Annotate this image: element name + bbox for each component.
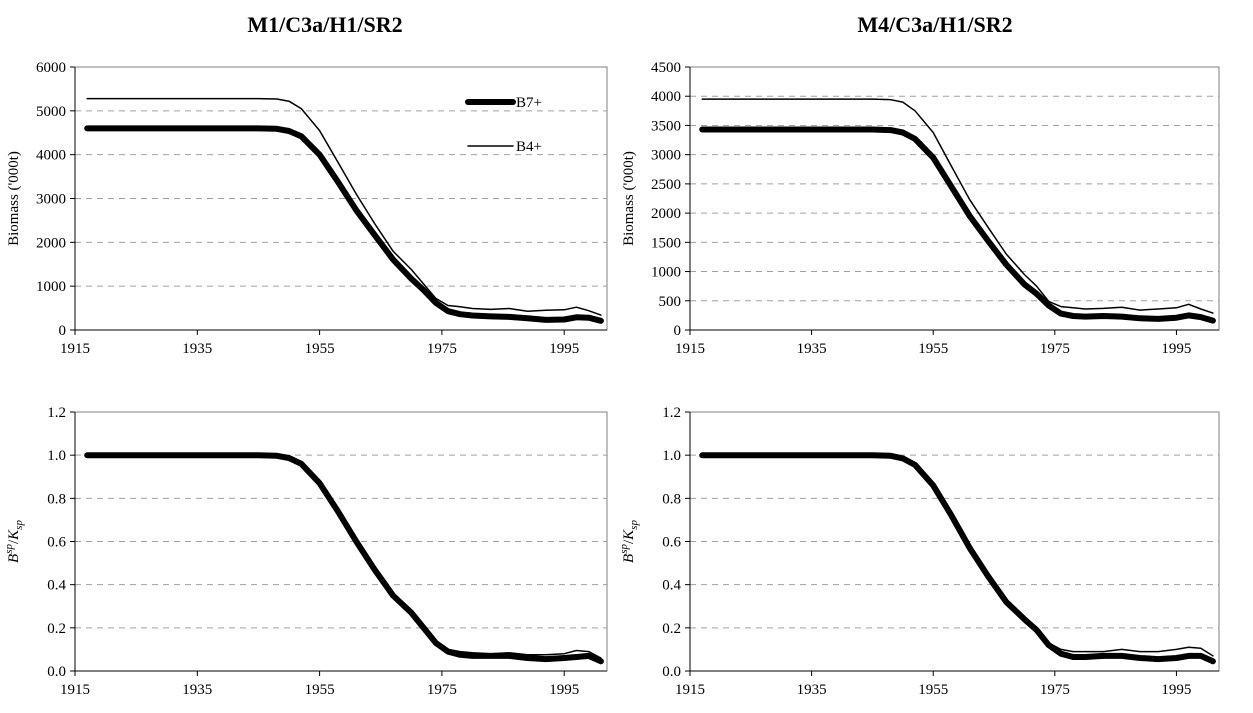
x-tick-label: 1995 bbox=[1161, 682, 1191, 698]
x-tick-label: 1995 bbox=[549, 682, 579, 698]
y-axis-label: Biomass ('000t) bbox=[6, 151, 22, 246]
x-tick-label: 1955 bbox=[918, 341, 948, 357]
x-tick-label: 1935 bbox=[182, 341, 212, 357]
y-tick-label: 2500 bbox=[651, 177, 681, 193]
series-line-b4plus bbox=[86, 97, 602, 316]
y-tick-label: 2000 bbox=[36, 235, 66, 251]
series-line-thick bbox=[699, 452, 1216, 665]
y-tick-label: 0.8 bbox=[47, 491, 66, 507]
chart-bottom-right: 0.0 0.2 0.4 0.6 0.8 1.0 1.2 1915 1935 1955 1975 199… bbox=[618, 405, 1220, 698]
y-tick-label: 0.0 bbox=[662, 664, 681, 680]
y-tick-label: 0.2 bbox=[47, 621, 66, 637]
y-axis-label: Bsp/Ksp bbox=[618, 520, 640, 563]
legend: B7+ B4+ bbox=[465, 95, 542, 155]
x-tick-label: 1975 bbox=[427, 682, 457, 698]
chart-title-left: M1/C3a/H1/SR2 bbox=[247, 12, 403, 37]
chart-bottom-left: 0.0 0.2 0.4 0.6 0.8 1.0 1.2 1915 1935 1955 1975 199… bbox=[3, 405, 608, 698]
x-tick-label: 1915 bbox=[675, 682, 705, 698]
y-tick-label: 1.2 bbox=[662, 405, 681, 421]
x-tick-label: 1915 bbox=[675, 341, 705, 357]
y-tick-label: 6000 bbox=[36, 60, 66, 76]
x-tick-label: 1975 bbox=[427, 341, 457, 357]
x-tick-label: 1955 bbox=[305, 341, 335, 357]
y-tick-label: 2000 bbox=[651, 206, 681, 222]
x-tick-label: 1995 bbox=[549, 341, 579, 357]
y-tick-label: 1000 bbox=[651, 265, 681, 281]
y-tick-label: 0.4 bbox=[47, 578, 66, 594]
series-line-thick bbox=[84, 452, 604, 665]
chart-top-right: 0 500 1000 1500 2000 2500 3000 3500 4000 4500 1915… bbox=[621, 60, 1220, 357]
y-tick-label: 0 bbox=[674, 323, 682, 339]
chart-title-right: M4/C3a/H1/SR2 bbox=[857, 12, 1013, 37]
y-tick-label: 0.6 bbox=[662, 535, 681, 551]
y-tick-label: 4000 bbox=[651, 89, 681, 105]
chart-top-left: 0 1000 2000 3000 4000 5000 6000 1915 1935 1955 197… bbox=[6, 60, 608, 357]
x-tick-label: 1975 bbox=[1040, 341, 1070, 357]
y-tick-label: 3000 bbox=[36, 192, 66, 208]
y-tick-label: 1.2 bbox=[47, 405, 66, 421]
x-tick-label: 1995 bbox=[1161, 341, 1191, 357]
y-axis-label: Bsp/Ksp bbox=[3, 520, 25, 563]
x-tick-label: 1955 bbox=[918, 682, 948, 698]
y-tick-label: 0.0 bbox=[47, 664, 66, 680]
y-tick-label: 1000 bbox=[36, 279, 66, 295]
y-tick-label: 3000 bbox=[651, 148, 681, 164]
y-tick-label: 4000 bbox=[36, 148, 66, 164]
x-tick-label: 1975 bbox=[1040, 682, 1070, 698]
y-tick-label: 5000 bbox=[36, 104, 66, 120]
legend-label: B4+ bbox=[516, 139, 542, 155]
y-tick-label: 1.0 bbox=[662, 448, 681, 464]
y-tick-label: 0.8 bbox=[662, 491, 681, 507]
series-line-b7plus bbox=[84, 125, 604, 324]
y-tick-label: 1.0 bbox=[47, 448, 66, 464]
y-tick-label: 1500 bbox=[651, 235, 681, 251]
series-line-thin bbox=[701, 454, 1214, 657]
y-axis-label: Biomass ('000t) bbox=[621, 151, 637, 246]
plot-frame bbox=[689, 66, 1220, 331]
y-tick-label: 0.6 bbox=[47, 535, 66, 551]
x-tick-label: 1915 bbox=[60, 682, 90, 698]
y-tick-label: 500 bbox=[659, 294, 682, 310]
y-tick-label: 0 bbox=[59, 323, 67, 339]
y-tick-label: 0.4 bbox=[662, 578, 681, 594]
x-tick-label: 1915 bbox=[60, 341, 90, 357]
series-line-b7plus bbox=[699, 126, 1216, 324]
x-tick-label: 1935 bbox=[797, 682, 827, 698]
y-tick-label: 0.2 bbox=[662, 621, 681, 637]
x-tick-label: 1955 bbox=[305, 682, 335, 698]
y-tick-label: 4500 bbox=[651, 60, 681, 76]
x-tick-label: 1935 bbox=[182, 682, 212, 698]
series-line-b4plus bbox=[701, 98, 1214, 314]
x-tick-label: 1935 bbox=[797, 341, 827, 357]
y-tick-label: 3500 bbox=[651, 118, 681, 134]
legend-label: B7+ bbox=[516, 95, 542, 111]
